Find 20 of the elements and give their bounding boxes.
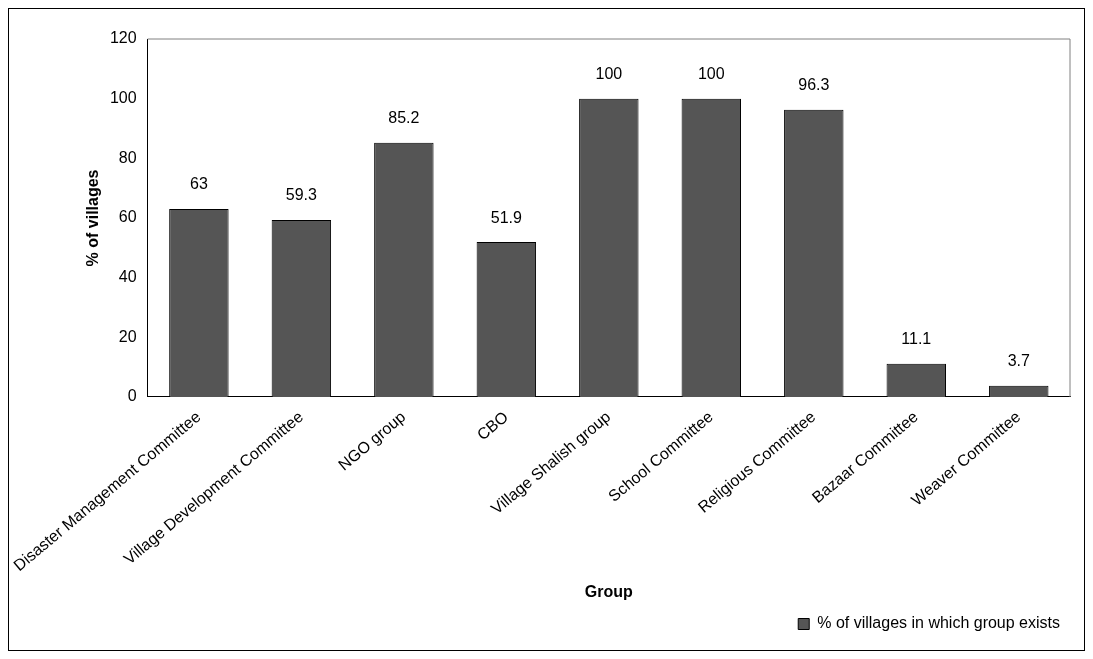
y-tick-label: 120 xyxy=(109,29,137,47)
y-tick-label: 60 xyxy=(118,208,137,226)
data-label: 96.3 xyxy=(798,76,830,94)
y-tick-label: 40 xyxy=(118,268,137,286)
x-axis-title: Group xyxy=(584,582,634,600)
data-label: 100 xyxy=(697,65,725,83)
y-axis-title: % of villages xyxy=(83,169,101,267)
x-tick-label: CBO xyxy=(473,407,512,444)
data-label: 59.3 xyxy=(285,186,318,204)
y-tick-label: 20 xyxy=(118,327,137,345)
y-tick-label: 0 xyxy=(127,387,137,405)
data-label: 63 xyxy=(189,175,208,193)
data-label: 51.9 xyxy=(490,208,523,226)
legend-label: % of villages in which group exists xyxy=(817,614,1060,632)
y-tick-label: 80 xyxy=(118,148,137,166)
y-tick-label: 100 xyxy=(109,89,137,107)
data-label: 85.2 xyxy=(388,109,420,127)
data-label: 100 xyxy=(595,65,623,83)
data-label: 3.7 xyxy=(1007,352,1030,370)
data-label: 11.1 xyxy=(901,330,932,348)
